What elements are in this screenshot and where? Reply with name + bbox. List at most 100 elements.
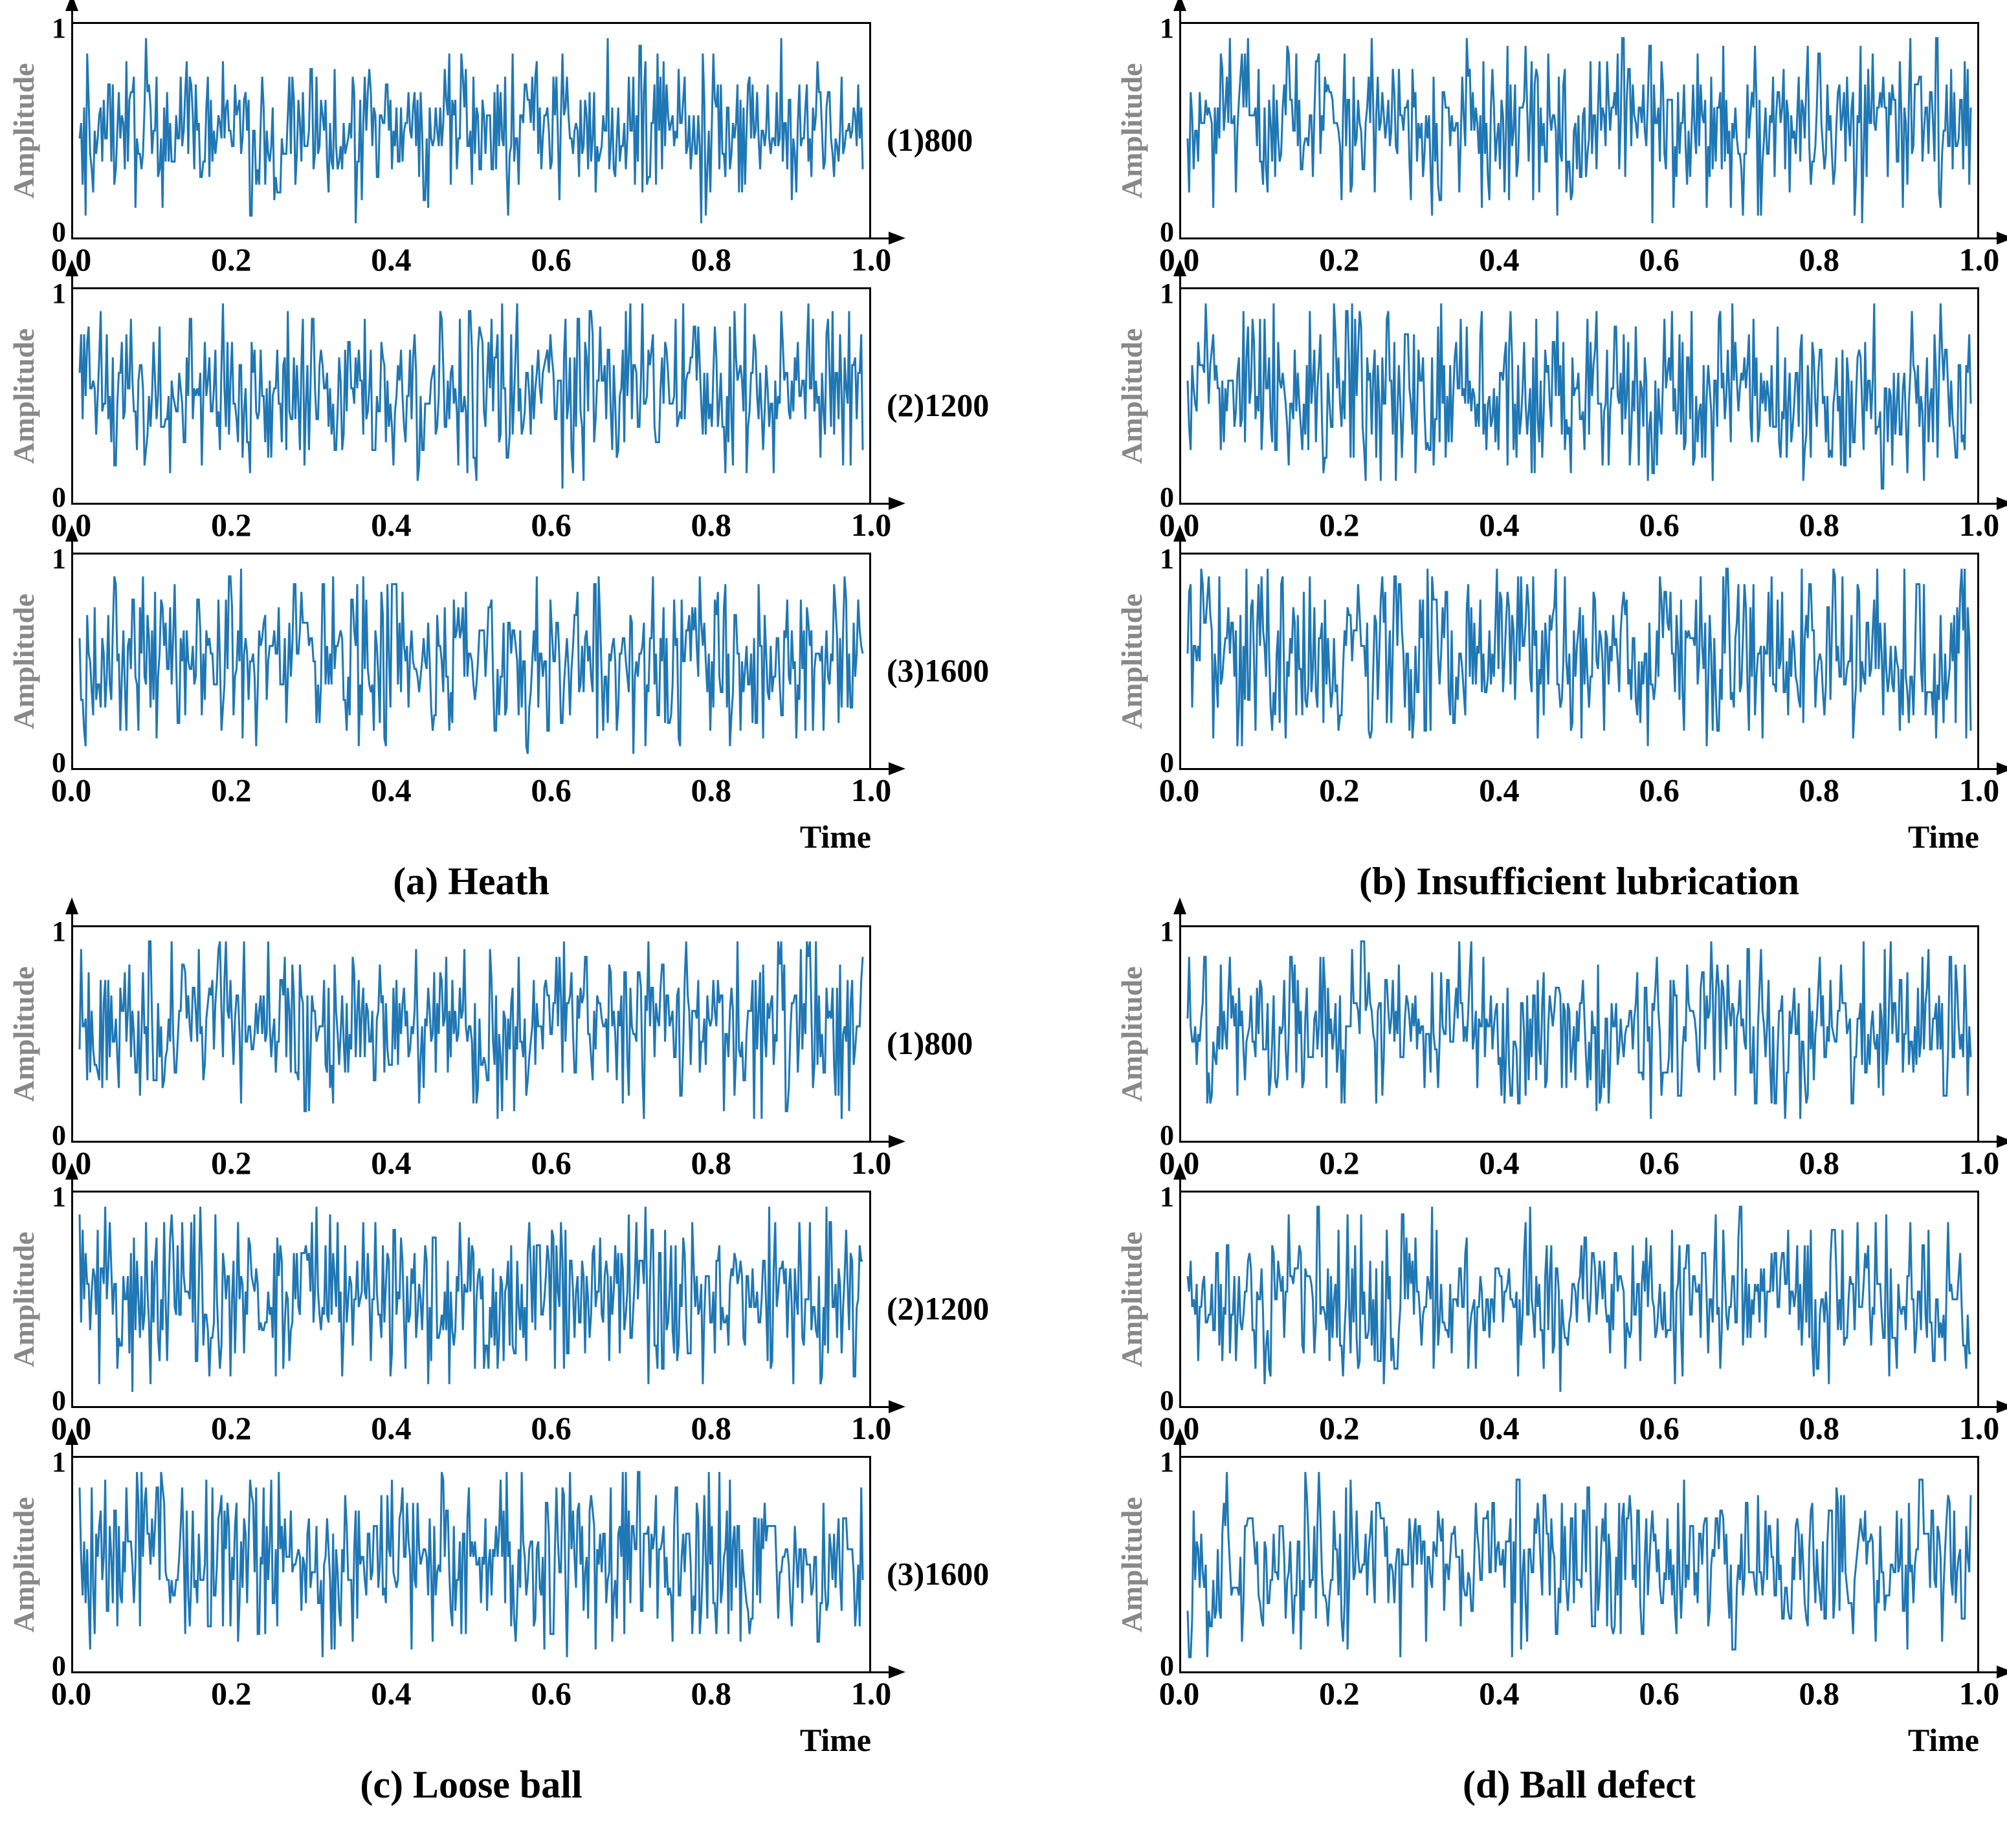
waveform-line	[1186, 303, 1972, 490]
x-axis-ticks: 0.0 0.2 0.4 0.6 0.8 1.0	[1159, 1143, 2000, 1181]
y-axis-arrow-icon	[65, 1428, 78, 1458]
y-axis-label: Amplitude	[7, 328, 40, 464]
y-axis-ticks: 1 0	[1149, 12, 1179, 248]
plot-column: 0.0 0.2 0.4 0.6 0.8 1.0	[51, 0, 905, 278]
panel-caption-d: (d) Ball defect	[1463, 1763, 1696, 1806]
y-axis-label: Amplitude	[7, 1231, 40, 1367]
y-tick-max: 1	[1160, 278, 1174, 309]
subplot-d1: Amplitude 1 0 0.0 0.2 0.4 0.6	[1114, 897, 2007, 1181]
y-axis-ticks: 1 0	[1149, 1181, 1179, 1416]
y-axis-label: Amplitude	[1115, 1231, 1148, 1367]
y-axis-ticks: 1 0	[41, 1446, 71, 1682]
y-axis-arrow-icon	[65, 1163, 78, 1193]
subplot-b2: Amplitude 1 0 0.0 0.2 0.4 0.6	[1114, 259, 2007, 543]
speed-label: (2)1200	[887, 387, 990, 423]
x-axis-arrow-icon	[869, 497, 905, 510]
x-axis-ticks: 0.0 0.2 0.4 0.6 0.8 1.0	[51, 505, 892, 543]
x-axis-arrow-icon	[1977, 232, 2007, 245]
x-tick-label: 0.2	[1318, 241, 1360, 278]
x-axis-ticks: 0.0 0.2 0.4 0.6 0.8 1.0	[51, 1673, 892, 1711]
x-tick-label: 0.6	[1639, 507, 1680, 543]
subplot-b3: Amplitude 1 0 0.0 0.2 0.4 0.6	[1114, 525, 2007, 808]
plot-box	[1173, 525, 2007, 775]
waveform-line	[1186, 37, 1972, 224]
speed-label: (3)1600	[887, 1556, 990, 1592]
y-tick-max: 1	[52, 543, 66, 575]
y-tick-min: 0	[1160, 1385, 1174, 1416]
y-axis-label: Amplitude	[7, 63, 40, 199]
y-axis-arrow-icon	[65, 0, 78, 24]
y-tick-min: 0	[1160, 747, 1174, 778]
waveform-line	[78, 940, 864, 1119]
x-tick-label: 0.8	[691, 1675, 732, 1711]
x-tick-label: 0.4	[1479, 241, 1520, 278]
x-axis-arrow-icon	[1977, 762, 2007, 775]
plot-column: 0.0 0.2 0.4 0.6 0.8 1.0	[1159, 525, 2007, 808]
x-tick-label: 0.6	[531, 1410, 571, 1446]
x-tick-label: 0.4	[371, 507, 412, 543]
x-tick-label: 0.8	[1799, 1675, 1840, 1711]
y-tick-min: 0	[1160, 1119, 1174, 1151]
speed-label: (1)800	[887, 1025, 973, 1061]
y-tick-max: 1	[1160, 916, 1174, 947]
x-tick-label: 0.2	[1318, 1675, 1360, 1711]
y-axis-ticks: 1 0	[41, 916, 71, 1151]
x-axis-title: Time	[799, 1722, 871, 1758]
y-tick-max: 1	[1160, 543, 1174, 575]
x-axis-arrow-icon	[869, 1666, 905, 1678]
y-axis-arrow-icon	[1173, 0, 1186, 24]
x-tick-label: 0.4	[371, 1145, 412, 1181]
x-axis-title: Time	[799, 819, 871, 855]
y-axis-arrow-icon	[1173, 525, 1186, 555]
y-tick-min: 0	[52, 1385, 66, 1416]
x-axis-arrow-icon	[869, 1400, 905, 1413]
panel-d: Amplitude 1 0 0.0 0.2 0.4 0.6	[1004, 897, 2007, 1820]
x-tick-label: 1.0	[1958, 772, 2000, 808]
plot-box	[65, 0, 905, 245]
x-tick-label: 1.0	[1958, 1145, 2000, 1181]
x-tick-label: 0.4	[371, 1410, 412, 1446]
x-tick-label: 0.2	[210, 1675, 252, 1711]
y-axis-label: Amplitude	[7, 1497, 40, 1633]
x-tick-label: 0.8	[691, 241, 732, 278]
y-tick-min: 0	[52, 1650, 66, 1682]
x-tick-label: 0.8	[1799, 507, 1840, 543]
x-tick-label: 0.0	[1159, 772, 1200, 808]
x-axis-ticks: 0.0 0.2 0.4 0.6 0.8 1.0	[1159, 770, 2000, 808]
x-axis-title: Time	[1907, 1722, 1979, 1758]
x-tick-label: 1.0	[1958, 1675, 2000, 1711]
plot-box	[1173, 0, 2007, 245]
plot-column: 0.0 0.2 0.4 0.6 0.8 1.0	[51, 259, 905, 543]
y-axis-ticks: 1 0	[41, 543, 71, 778]
x-tick-label: 0.8	[1799, 772, 1840, 808]
x-axis-arrow-icon	[1977, 497, 2007, 510]
y-tick-min: 0	[1160, 216, 1174, 248]
x-tick-label: 1.0	[850, 1675, 892, 1711]
plot-box	[1173, 1428, 2007, 1678]
x-tick-label: 0.6	[531, 772, 571, 808]
plot-column: 0.0 0.2 0.4 0.6 0.8 1.0	[1159, 1428, 2007, 1711]
y-axis-arrow-icon	[1173, 1163, 1186, 1193]
x-axis-ticks: 0.0 0.2 0.4 0.6 0.8 1.0	[51, 770, 892, 808]
speed-label: (3)1600	[887, 652, 990, 688]
x-axis-arrow-icon	[1977, 1666, 2007, 1678]
y-axis-label: Amplitude	[1115, 966, 1148, 1102]
waveform-line	[78, 1206, 863, 1392]
x-tick-label: 0.4	[1479, 1145, 1520, 1181]
x-tick-label: 0.6	[1639, 1145, 1680, 1181]
x-tick-label: 0.2	[210, 772, 252, 808]
x-axis-ticks: 0.0 0.2 0.4 0.6 0.8 1.0	[1159, 505, 2000, 543]
x-axis-arrow-icon	[869, 762, 905, 775]
plot-column: 0.0 0.2 0.4 0.6 0.8 1.0	[1159, 1163, 2007, 1446]
x-axis-ticks: 0.0 0.2 0.4 0.6 0.8 1.0	[1159, 1673, 2000, 1711]
x-tick-label: 0.2	[1318, 1145, 1360, 1181]
subplot-a3: Amplitude 1 0 0.0 0.2 0.4 0.6	[6, 525, 1004, 808]
x-tick-label: 0.2	[1318, 1410, 1360, 1446]
y-axis-label: Amplitude	[1115, 63, 1148, 199]
panel-c: Amplitude 1 0 0.0 0.2 0.4 0.6	[6, 897, 1004, 1820]
x-tick-label: 1.0	[850, 241, 892, 278]
panel-caption-b: (b) Insufficient lubrication	[1358, 860, 1800, 903]
x-tick-label: 0.6	[531, 507, 571, 543]
y-tick-max: 1	[1160, 12, 1174, 44]
